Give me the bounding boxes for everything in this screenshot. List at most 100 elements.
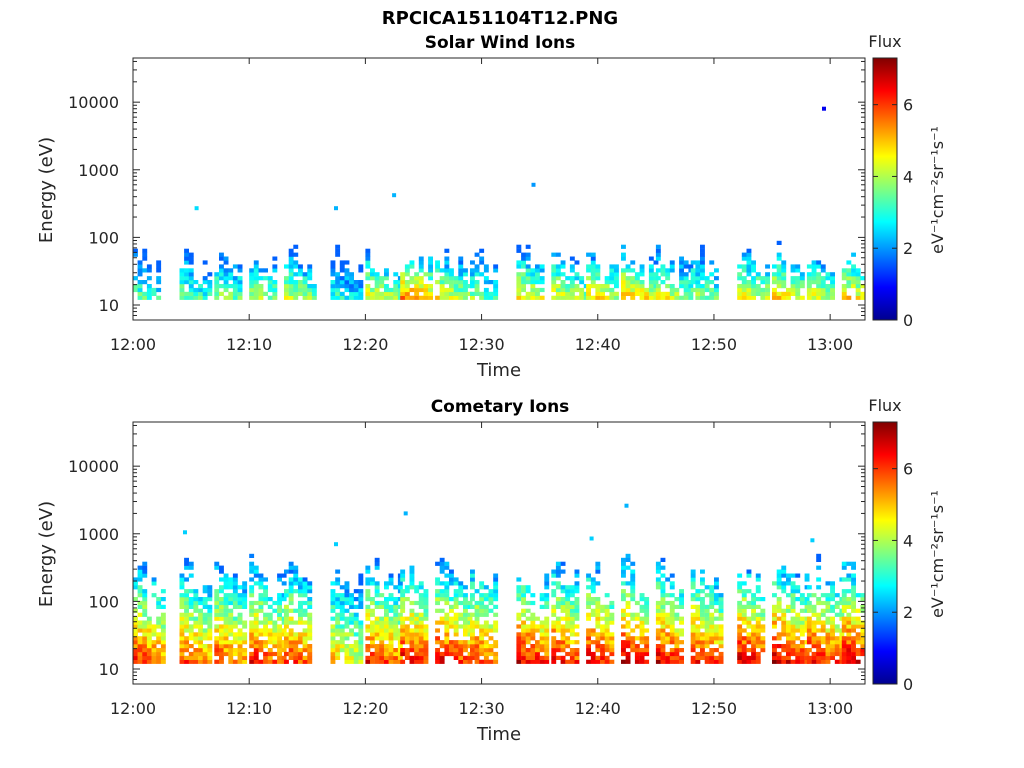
heatmap-cell bbox=[718, 632, 724, 637]
heatmap-cell bbox=[746, 640, 752, 645]
heatmap-cell bbox=[737, 644, 743, 649]
heatmap-cell bbox=[409, 577, 415, 582]
heatmap-cell bbox=[249, 644, 255, 649]
heatmap-cell bbox=[349, 659, 354, 664]
heatmap-cell bbox=[298, 272, 303, 277]
heatmap-cell bbox=[660, 280, 666, 285]
heatmap-cell bbox=[746, 624, 752, 629]
heatmap-cell bbox=[811, 628, 817, 633]
heatmap-cell bbox=[830, 287, 835, 293]
heatmap-cell bbox=[232, 291, 238, 296]
heatmap-cell bbox=[133, 640, 138, 645]
heatmap-cell bbox=[470, 593, 475, 598]
heatmap-cell bbox=[409, 628, 415, 633]
heatmap-cell bbox=[614, 291, 619, 296]
heatmap-cell bbox=[755, 612, 761, 617]
heatmap-cell bbox=[284, 644, 289, 649]
heatmap-cell bbox=[193, 655, 199, 660]
heatmap-cell bbox=[388, 620, 394, 625]
heatmap-cell bbox=[374, 557, 380, 562]
heatmap-cell bbox=[781, 616, 787, 621]
heatmap-cell bbox=[737, 600, 743, 606]
heatmap-cell bbox=[358, 628, 364, 633]
heatmap-cell bbox=[621, 280, 626, 285]
heatmap-cell bbox=[493, 612, 499, 617]
heatmap-cell bbox=[242, 640, 248, 645]
heatmap-cell bbox=[820, 655, 826, 660]
heatmap-cell bbox=[679, 604, 684, 609]
heatmap-cell bbox=[388, 581, 394, 586]
heatmap-cell bbox=[156, 287, 162, 293]
heatmap-cell bbox=[188, 280, 194, 285]
heatmap-cell bbox=[156, 655, 162, 660]
heatmap-cell bbox=[232, 284, 238, 289]
heatmap-cell bbox=[544, 624, 550, 629]
heatmap-cell bbox=[365, 577, 371, 582]
heatmap-cell bbox=[137, 620, 143, 625]
heatmap-cell bbox=[330, 624, 336, 629]
heatmap-cell bbox=[525, 616, 531, 621]
heatmap-cell bbox=[751, 636, 756, 641]
heatmap-cell bbox=[414, 659, 420, 664]
heatmap-cell bbox=[418, 636, 424, 641]
heatmap-cell bbox=[400, 573, 406, 578]
heatmap-cell bbox=[444, 600, 450, 606]
heatmap-cell bbox=[428, 272, 433, 277]
heatmap-cell bbox=[193, 589, 199, 594]
heatmap-cell bbox=[253, 295, 259, 300]
heatmap-cell bbox=[335, 291, 341, 296]
heatmap-cell bbox=[595, 569, 601, 574]
heatmap-cell bbox=[418, 284, 424, 289]
heatmap-cell bbox=[765, 264, 770, 269]
heatmap-cell bbox=[228, 608, 234, 613]
heatmap-cell bbox=[560, 280, 566, 285]
heatmap-cell bbox=[207, 585, 213, 590]
heatmap-cell bbox=[365, 593, 371, 598]
heatmap-cell bbox=[184, 295, 189, 300]
heatmap-cell bbox=[339, 280, 345, 285]
heatmap-cell bbox=[453, 287, 459, 293]
heatmap-cell bbox=[423, 651, 429, 657]
heatmap-cell bbox=[841, 644, 847, 649]
heatmap-cell bbox=[690, 597, 696, 602]
heatmap-cell bbox=[841, 589, 847, 594]
heatmap-cell bbox=[660, 644, 666, 649]
heatmap-cell bbox=[293, 573, 299, 578]
heatmap-cell bbox=[525, 659, 531, 664]
heatmap-cell bbox=[349, 593, 354, 598]
heatmap-cell bbox=[228, 616, 234, 621]
heatmap-cell bbox=[358, 636, 364, 641]
heatmap-cell bbox=[746, 268, 752, 273]
heatmap-cell bbox=[830, 597, 835, 602]
heatmap-cell bbox=[665, 659, 671, 664]
heatmap-cell bbox=[795, 644, 801, 649]
heatmap-cell bbox=[755, 287, 761, 293]
heatmap-cell bbox=[474, 287, 480, 293]
heatmap-cell bbox=[700, 655, 705, 660]
heatmap-cell bbox=[565, 597, 571, 602]
heatmap-cell bbox=[830, 284, 835, 289]
heatmap-cell bbox=[223, 573, 229, 578]
panel-title: Solar Wind Ions bbox=[425, 33, 576, 53]
heatmap-cell bbox=[277, 632, 282, 637]
heatmap-cell bbox=[267, 651, 273, 657]
heatmap-cell bbox=[449, 291, 454, 296]
heatmap-cell bbox=[474, 616, 480, 621]
heatmap-cell bbox=[704, 276, 710, 281]
heatmap-cell bbox=[370, 612, 375, 617]
heatmap-cell bbox=[621, 561, 626, 566]
heatmap-cell bbox=[293, 577, 299, 582]
heatmap-cell bbox=[232, 616, 238, 621]
heatmap-cell bbox=[439, 295, 445, 300]
heatmap-cell bbox=[142, 624, 148, 629]
heatmap-cell bbox=[253, 276, 259, 281]
heatmap-cell bbox=[137, 604, 143, 609]
heatmap-cell bbox=[344, 280, 350, 285]
heatmap-cell bbox=[746, 291, 752, 296]
heatmap-cell bbox=[714, 268, 719, 273]
heatmap-cell bbox=[214, 648, 220, 653]
heatmap-cell bbox=[804, 597, 810, 602]
heatmap-cell bbox=[630, 589, 636, 594]
heatmap-cell bbox=[228, 276, 234, 281]
heatmap-cell bbox=[822, 106, 826, 111]
